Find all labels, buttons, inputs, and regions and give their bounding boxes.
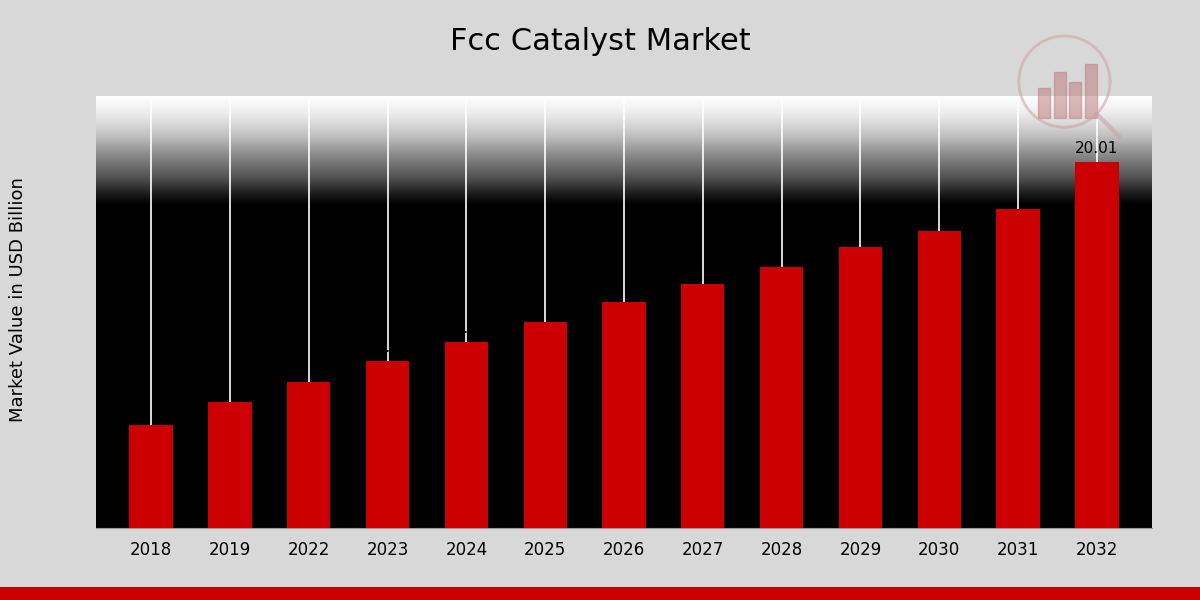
Bar [996, 209, 1039, 600]
Text: 14.04: 14.04 [366, 340, 409, 355]
Bar [1069, 82, 1081, 118]
Bar [918, 230, 961, 600]
Bar [523, 322, 566, 600]
Bar [209, 402, 252, 600]
Bar [1075, 162, 1118, 600]
Text: Market Value in USD Billion: Market Value in USD Billion [8, 178, 28, 422]
Bar [682, 284, 725, 600]
Bar [445, 341, 488, 600]
Bar [1038, 88, 1050, 118]
Text: 14.61: 14.61 [445, 320, 488, 335]
Text: 20.01: 20.01 [1075, 141, 1118, 156]
Bar [1085, 64, 1097, 118]
Bar [602, 302, 646, 600]
Bar [287, 382, 330, 600]
Text: Fcc Catalyst Market: Fcc Catalyst Market [450, 28, 750, 56]
Bar [760, 267, 803, 600]
Bar [366, 361, 409, 600]
Bar [839, 247, 882, 600]
Bar [1054, 72, 1066, 118]
Bar [130, 425, 173, 600]
